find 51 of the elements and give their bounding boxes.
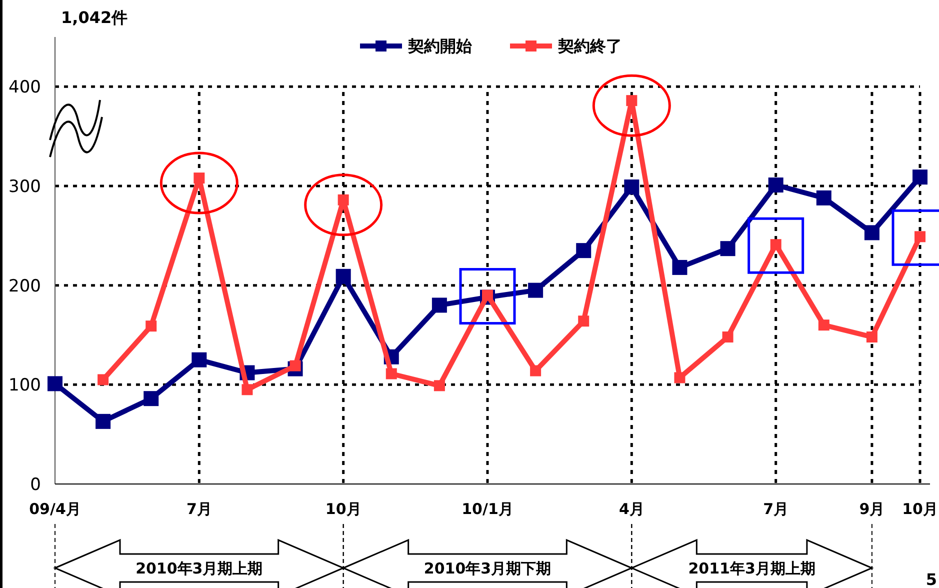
text: 1,042件: [61, 8, 128, 27]
point: [530, 365, 542, 376]
point: [192, 352, 207, 368]
point: [242, 384, 253, 396]
point: [434, 380, 445, 392]
text: 2010年3月期上期: [136, 559, 263, 578]
point: [432, 298, 447, 313]
point: [144, 391, 159, 406]
point: [914, 231, 926, 242]
point: [386, 368, 397, 380]
point: [912, 170, 928, 185]
x-tick-label: 9月: [859, 500, 885, 518]
text: 2011年3月期上期: [688, 559, 816, 578]
x-tick-label: 4月: [618, 500, 644, 518]
x-tick-label: 10/1月: [462, 500, 514, 518]
point: [722, 331, 734, 342]
point: [48, 376, 62, 392]
x-tick-label: 10月: [325, 500, 362, 518]
point: [866, 331, 878, 342]
x-tick-label: 09/4月: [29, 500, 81, 518]
point: [338, 194, 349, 206]
legend-label: 契約終了: [557, 36, 622, 56]
point: [770, 239, 782, 250]
point: [720, 241, 736, 256]
y-tick-label: 400: [8, 78, 41, 98]
y-tick-label: 200: [8, 276, 41, 296]
point: [864, 225, 880, 240]
x-tick-label: 7月: [186, 500, 212, 518]
point: [96, 414, 111, 429]
x-tick-label: 10月: [902, 500, 938, 518]
point: [674, 372, 686, 384]
point: [816, 190, 832, 206]
text: 5: [926, 570, 937, 588]
y-tick-label: 300: [8, 176, 41, 197]
point: [578, 316, 590, 327]
point: [194, 172, 205, 184]
legend-label: 契約開始: [407, 36, 473, 56]
point: [146, 320, 157, 332]
point: [336, 268, 351, 284]
point: [818, 320, 830, 331]
point: [672, 260, 688, 275]
y-tick-label: 100: [8, 376, 41, 396]
point: [624, 179, 640, 194]
point: [768, 178, 784, 193]
x-tick-label: 7月: [763, 500, 789, 518]
point: [626, 95, 638, 106]
point: [528, 282, 544, 298]
y-tick-label: 0: [30, 474, 41, 495]
point: [98, 374, 109, 386]
point: [576, 243, 592, 258]
text: 2010年3月期下期: [424, 559, 552, 578]
